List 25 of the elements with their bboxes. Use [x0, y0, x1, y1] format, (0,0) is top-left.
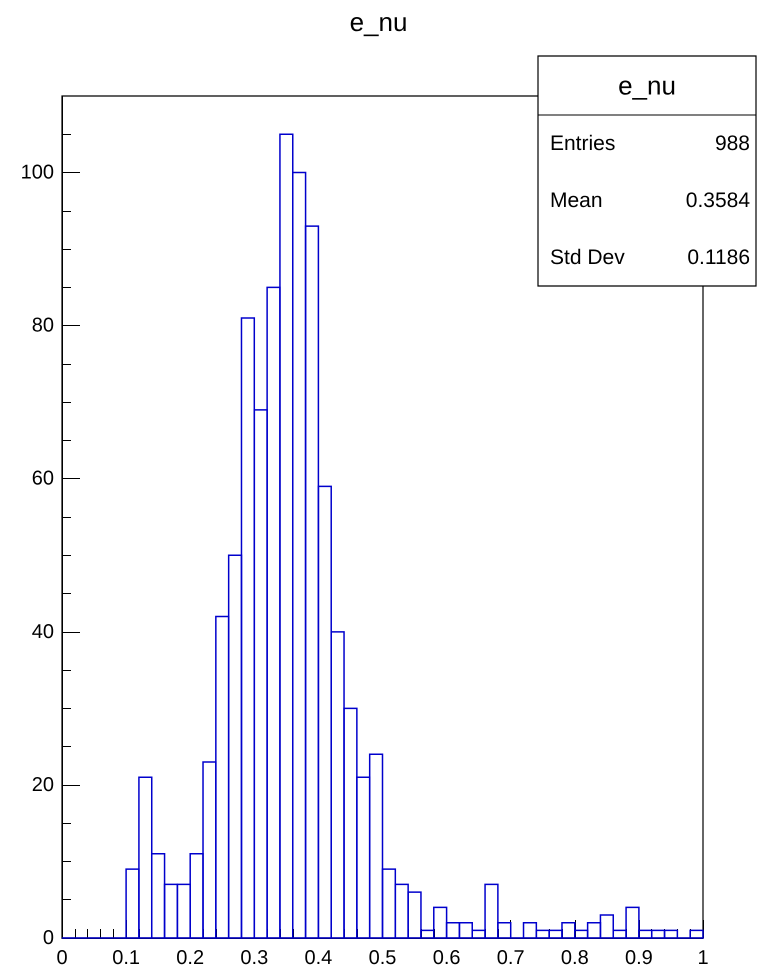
x-tick-label: 0.2 [176, 947, 204, 969]
annotation: Mean [550, 189, 603, 212]
x-tick-label: 0.3 [240, 947, 268, 969]
x-tick-label: 0.6 [432, 947, 461, 969]
annotation: e_nu [618, 70, 676, 100]
y-tick-label: 0 [42, 927, 54, 949]
annotation: 0.1186 [687, 246, 750, 269]
annotation: Entries [550, 132, 616, 155]
x-tick-label: 0.7 [496, 947, 525, 969]
annotation: 0.3584 [686, 189, 750, 212]
y-tick-label: 80 [32, 314, 54, 337]
x-tick-label: 0.1 [112, 947, 140, 969]
y-tick-label: 40 [32, 620, 54, 643]
chart-title: e_nu [350, 7, 408, 37]
text: 988 [714, 132, 750, 155]
x-tick-label: 1 [697, 947, 709, 969]
x-tick-label: 0.8 [560, 947, 589, 969]
x-tick-label: 0.5 [368, 947, 396, 969]
annotation: Std Dev [550, 246, 626, 269]
x-tick-label: 0.9 [624, 947, 653, 969]
y-tick-label: 20 [32, 774, 54, 796]
y-tick-label: 100 [20, 162, 54, 184]
x-tick-label: 0 [56, 947, 68, 969]
x-tick-label: 0.4 [304, 947, 332, 969]
y-tick-label: 60 [32, 468, 54, 490]
